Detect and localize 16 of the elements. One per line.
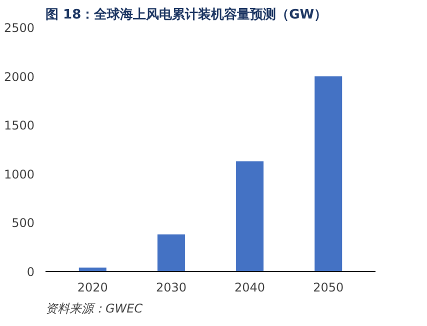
chart-title: 图 18：全球海上风电累计装机容量预测（GW） bbox=[46, 6, 328, 22]
y-tick-label: 2500 bbox=[4, 21, 35, 35]
bar bbox=[314, 76, 342, 272]
y-tick-label: 1000 bbox=[4, 167, 35, 182]
bar bbox=[236, 161, 264, 272]
y-tick-label: 1500 bbox=[4, 118, 35, 133]
x-tick-label: 2020 bbox=[77, 280, 108, 294]
bar bbox=[78, 268, 106, 272]
y-tick-label: 0 bbox=[26, 265, 35, 279]
y-tick-label: 2000 bbox=[4, 70, 35, 84]
y-tick-label: 500 bbox=[12, 216, 34, 230]
x-tick-label: 2050 bbox=[313, 280, 344, 294]
x-tick-label: 2040 bbox=[234, 280, 266, 294]
text: 资料来源：GWEC bbox=[46, 302, 144, 316]
x-tick-label: 2030 bbox=[156, 280, 186, 294]
bar bbox=[157, 234, 185, 272]
